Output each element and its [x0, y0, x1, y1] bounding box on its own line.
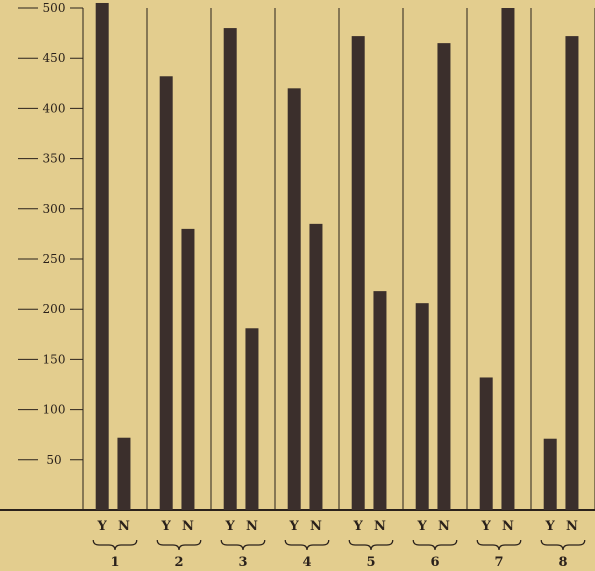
- y-tick-label: 100: [43, 403, 66, 417]
- x-axis: Y N1Y N2Y N3Y N4Y N5Y N6Y N7Y N8: [92, 519, 586, 570]
- bar-label: N: [310, 519, 322, 534]
- group-brace: [476, 539, 522, 551]
- bar-label: Y: [161, 519, 172, 534]
- bar-8-N: [565, 36, 579, 510]
- group-brace: [220, 539, 266, 551]
- bar-label: Y: [481, 519, 492, 534]
- group-label: 7: [494, 555, 503, 570]
- bar-label: N: [182, 519, 194, 534]
- bar-1-Y: [95, 2, 109, 510]
- bar-4-Y: [287, 88, 301, 510]
- bar-label: N: [566, 519, 578, 534]
- bar-5-Y: [351, 36, 365, 510]
- bar-label: Y: [545, 519, 556, 534]
- bar-3-Y: [223, 28, 237, 511]
- bar-label: Y: [97, 519, 108, 534]
- y-tick-label: 250: [43, 252, 66, 266]
- y-tick-label: 200: [43, 302, 66, 316]
- bar-3-N: [245, 328, 259, 510]
- y-tick-label: 500: [43, 1, 66, 15]
- y-tick-label: 50: [46, 453, 61, 467]
- bar-6-N: [437, 43, 451, 510]
- group-brace: [156, 539, 202, 551]
- bar-5-N: [373, 291, 387, 510]
- bar-label: N: [438, 519, 450, 534]
- bar-8-Y: [543, 438, 557, 510]
- y-tick-label: 400: [43, 101, 66, 115]
- group-brace: [412, 539, 458, 551]
- bar-label: Y: [289, 519, 300, 534]
- bar-label: N: [374, 519, 386, 534]
- bar-1-N: [117, 437, 131, 510]
- group-label: 3: [238, 555, 247, 570]
- bar-7-Y: [479, 377, 493, 510]
- bar-label: Y: [353, 519, 364, 534]
- y-tick-label: 150: [43, 352, 66, 366]
- bar-2-N: [181, 228, 195, 510]
- bar-2-Y: [159, 76, 173, 510]
- y-tick-label: 450: [43, 51, 66, 65]
- group-brace: [540, 539, 586, 551]
- bar-4-N: [309, 223, 323, 511]
- group-label: 6: [430, 555, 439, 570]
- group-label: 2: [174, 555, 183, 570]
- bar-label: Y: [225, 519, 236, 534]
- bar-label: N: [246, 519, 258, 534]
- bar-label: N: [502, 519, 514, 534]
- bar-label: Y: [417, 519, 428, 534]
- y-axis: 50 100 150 200 250 300 350 400 450 500: [18, 1, 83, 467]
- group-brace: [92, 539, 138, 551]
- bar-6-Y: [415, 303, 429, 510]
- bar-label: N: [118, 519, 130, 534]
- group-label: 8: [558, 555, 567, 570]
- bar-7-N: [501, 8, 515, 510]
- group-label: 5: [366, 555, 375, 570]
- group-label: 4: [302, 555, 311, 570]
- y-tick-label: 300: [43, 202, 66, 216]
- group-brace: [284, 539, 330, 551]
- group-brace: [348, 539, 394, 551]
- y-tick-label: 350: [43, 152, 66, 166]
- bars: [95, 2, 579, 511]
- group-label: 1: [110, 555, 119, 570]
